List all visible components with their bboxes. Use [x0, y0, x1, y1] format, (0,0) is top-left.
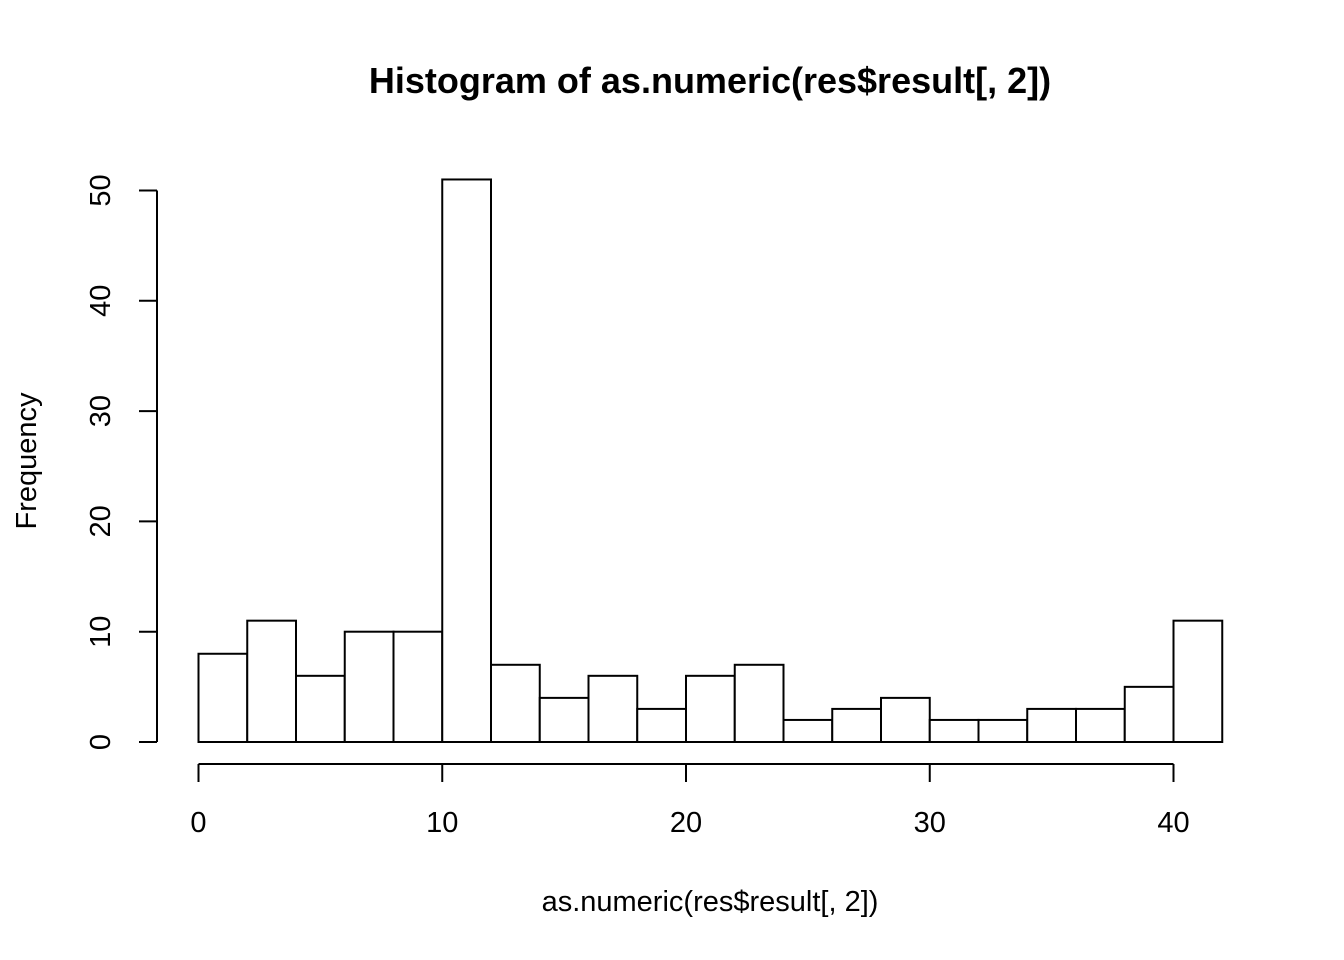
histogram-bar-8 — [587, 674, 639, 744]
histogram-bar-13 — [831, 707, 882, 743]
histogram-bar-5 — [441, 178, 492, 744]
y-tick-label-30: 30 — [85, 395, 117, 427]
x-tick-label-30: 30 — [914, 807, 946, 839]
histogram-bar-4 — [392, 630, 444, 744]
y-tick-label-20: 20 — [85, 505, 117, 537]
histogram-bar-1 — [246, 619, 297, 743]
x-tick-label-10: 10 — [426, 807, 458, 839]
bars-group — [197, 178, 1224, 744]
histogram-bar-11 — [733, 663, 785, 743]
y-axis: 0 10 20 30 40 50 — [85, 174, 158, 750]
histogram-bar-9 — [636, 707, 687, 743]
chart-title: Histogram of as.numeric(res$result[, 2]) — [369, 60, 1051, 101]
x-tick-label-40: 40 — [1157, 807, 1189, 839]
histogram-bar-17 — [1026, 707, 1077, 743]
histogram-bar-2 — [295, 674, 346, 744]
x-axis: 0 10 20 30 40 — [190, 763, 1190, 839]
histogram-bar-16 — [977, 718, 1029, 744]
y-tick-label-40: 40 — [85, 285, 117, 317]
histogram-bar-18 — [1075, 707, 1126, 743]
histogram-bar-19 — [1123, 685, 1175, 743]
y-tick-label-0: 0 — [85, 734, 117, 750]
histogram-bar-3 — [343, 630, 395, 744]
y-axis-label: Frequency — [11, 392, 43, 530]
y-tick-label-50: 50 — [85, 174, 117, 206]
histogram-bar-14 — [880, 696, 931, 744]
histogram-bar-0 — [197, 652, 249, 744]
histogram-bar-15 — [928, 718, 980, 744]
histogram-bar-12 — [782, 718, 834, 744]
histogram-bar-7 — [538, 696, 590, 744]
y-tick-label-10: 10 — [85, 616, 117, 648]
histogram-bar-20 — [1172, 619, 1224, 743]
histogram-bar-10 — [685, 674, 736, 744]
x-tick-label-20: 20 — [670, 807, 702, 839]
x-axis-label: as.numeric(res$result[, 2]) — [542, 886, 879, 918]
histogram-bar-6 — [490, 663, 541, 743]
x-tick-label-0: 0 — [190, 807, 206, 839]
